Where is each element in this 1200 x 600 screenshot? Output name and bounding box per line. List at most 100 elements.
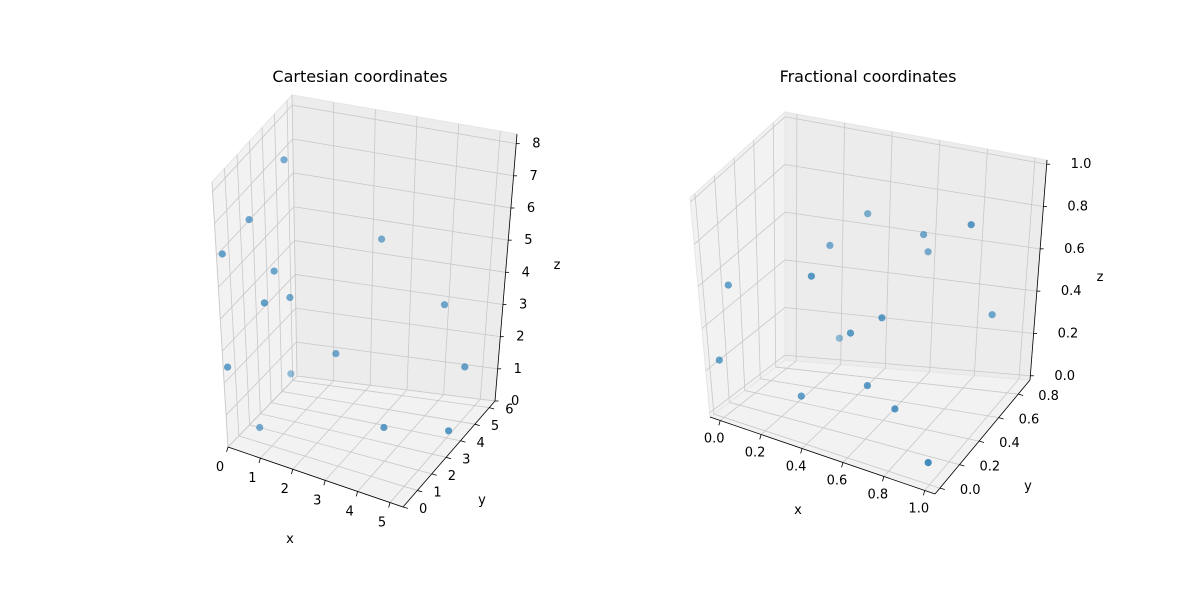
fractional-plot-title: Fractional coordinates xyxy=(780,67,957,86)
cartesian-gridline xyxy=(212,104,293,192)
fractional-gridline xyxy=(690,116,786,203)
cartesian-gridline xyxy=(225,341,297,416)
fractional-x-tick-mark xyxy=(759,434,762,440)
fractional-y-tick-mark xyxy=(978,440,985,443)
fractional-scatter-point xyxy=(891,405,899,413)
cartesian-scatter-point xyxy=(256,423,264,432)
cartesian-3d-plot: Cartesian coordinates x y z 012345012345… xyxy=(211,67,561,547)
cartesian-gridline xyxy=(406,116,418,390)
cartesian-y-tick-label: 4 xyxy=(477,436,485,451)
cartesian-points xyxy=(218,156,469,435)
cartesian-z-tick-label: 6 xyxy=(527,201,535,216)
fractional-gridline xyxy=(784,307,1034,334)
fractional-scatter-point xyxy=(715,356,723,364)
cartesian-gridline xyxy=(249,424,432,475)
cartesian-gridline xyxy=(293,206,509,241)
cartesian-y-tick-label: 1 xyxy=(433,485,441,500)
cartesian-gridline xyxy=(324,389,408,481)
fractional-z-tick-label: 0.6 xyxy=(1064,242,1085,257)
cartesian-gridline xyxy=(238,435,418,491)
cartesian-y-axis-line xyxy=(402,400,496,508)
cartesian-y-tick-label: 2 xyxy=(448,469,456,484)
cartesian-gridline xyxy=(223,308,297,384)
fractional-scatter-point xyxy=(835,334,844,342)
fractional-y-tick-label: 0.4 xyxy=(999,436,1020,451)
cartesian-scatter-point xyxy=(461,363,469,371)
fractional-x-tick-label: 0.8 xyxy=(868,488,889,503)
fractional-z-tick-label: 1.0 xyxy=(1071,157,1092,172)
cartesian-x-axis-label: x xyxy=(286,532,294,547)
fractional-axes xyxy=(709,159,1048,495)
fractional-gridline xyxy=(924,378,1020,491)
cartesian-gridline xyxy=(292,384,371,470)
fractional-y-tick-mark xyxy=(998,417,1004,420)
fractional-x-tick-mark xyxy=(922,490,926,496)
cartesian-x-tick-label: 2 xyxy=(281,482,289,497)
fractional-gridlines xyxy=(690,114,1047,491)
fractional-y-tick-label: 0.6 xyxy=(1019,413,1040,428)
cartesian-x-tick-mark xyxy=(258,458,261,464)
fractional-x-tick-label: 1.0 xyxy=(908,502,929,517)
cartesian-x-tick-label: 1 xyxy=(248,471,256,486)
fractional-gridline xyxy=(801,367,886,449)
cartesian-gridline xyxy=(286,100,294,381)
fractional-gridline xyxy=(713,413,941,489)
fractional-scatter-point xyxy=(826,241,834,249)
cartesian-gridline xyxy=(389,398,481,503)
fractional-scatter-point xyxy=(924,459,932,467)
cartesian-x-tick-mark xyxy=(291,469,294,475)
cartesian-gridline xyxy=(281,391,475,425)
fractional-scatter-point xyxy=(920,231,928,239)
cartesian-gridline xyxy=(271,402,461,442)
cartesian-x-tick-mark xyxy=(226,446,229,453)
fractional-gridline xyxy=(784,354,1031,377)
cartesian-y-tick-mark xyxy=(474,423,480,426)
cartesian-gridline xyxy=(260,413,447,458)
fractional-x-tick-label: 0.0 xyxy=(704,432,725,447)
fractional-gridline xyxy=(842,371,931,463)
cartesian-y-tick-mark xyxy=(489,407,495,410)
cartesian-scatter-point xyxy=(440,301,449,309)
cartesian-gridline xyxy=(224,168,240,436)
fractional-gridline xyxy=(733,158,746,391)
cartesian-gridlines xyxy=(211,94,517,508)
fractional-x-tick-label: 0.6 xyxy=(827,474,848,489)
cartesian-scatter-point xyxy=(270,267,278,275)
fractional-x-tick-mark xyxy=(841,462,844,468)
cartesian-y-tick-label: 3 xyxy=(462,452,470,467)
fractional-scatter-point xyxy=(967,221,975,229)
fractional-gridline xyxy=(760,378,999,419)
cartesian-gridline xyxy=(227,375,298,448)
fractional-y-tick-mark xyxy=(939,487,945,490)
fractional-z-tick-label: 0.4 xyxy=(1061,284,1082,299)
fractional-gridline xyxy=(719,360,797,421)
cartesian-y-tick-label: 5 xyxy=(491,419,499,434)
fractional-y-tick-label: 0.2 xyxy=(979,460,1000,475)
fractional-x-tick-label: 0.4 xyxy=(786,460,807,475)
cartesian-plot-title: Cartesian coordinates xyxy=(272,67,447,86)
fractional-x-tick-mark xyxy=(718,420,721,426)
fractional-gridline xyxy=(775,366,1019,395)
cartesian-gridline xyxy=(236,154,250,425)
cartesian-y-tick-mark xyxy=(431,473,437,476)
fractional-x-axis-line xyxy=(709,416,936,495)
cartesian-gridline xyxy=(296,375,496,402)
fractional-x-tick-label: 0.2 xyxy=(745,446,766,461)
cartesian-gridline xyxy=(369,109,376,386)
cartesian-x-tick-mark xyxy=(355,491,359,497)
cartesian-gridline xyxy=(293,172,511,209)
fractional-ticks: 0.0 0.2 0.4 0.6 0.8 1.0 0.0 0.2 0.4 0.6 0.8 0.0 0.2 0… xyxy=(704,157,1091,516)
fractional-scatter-point xyxy=(988,311,996,319)
cartesian-gridline xyxy=(295,274,504,305)
cartesian-y-tick-mark xyxy=(460,440,466,443)
fractional-gridline xyxy=(714,175,730,403)
fractional-x-tick-mark xyxy=(800,448,803,454)
cartesian-x-tick-label: 0 xyxy=(216,460,224,475)
fractional-gridline xyxy=(784,259,1037,292)
fractional-scatter-point xyxy=(864,210,872,218)
fractional-gridline xyxy=(784,211,1041,250)
fractional-gridline xyxy=(840,122,845,365)
cartesian-gridline xyxy=(291,94,298,377)
cartesian-z-tick-label: 1 xyxy=(514,362,522,377)
